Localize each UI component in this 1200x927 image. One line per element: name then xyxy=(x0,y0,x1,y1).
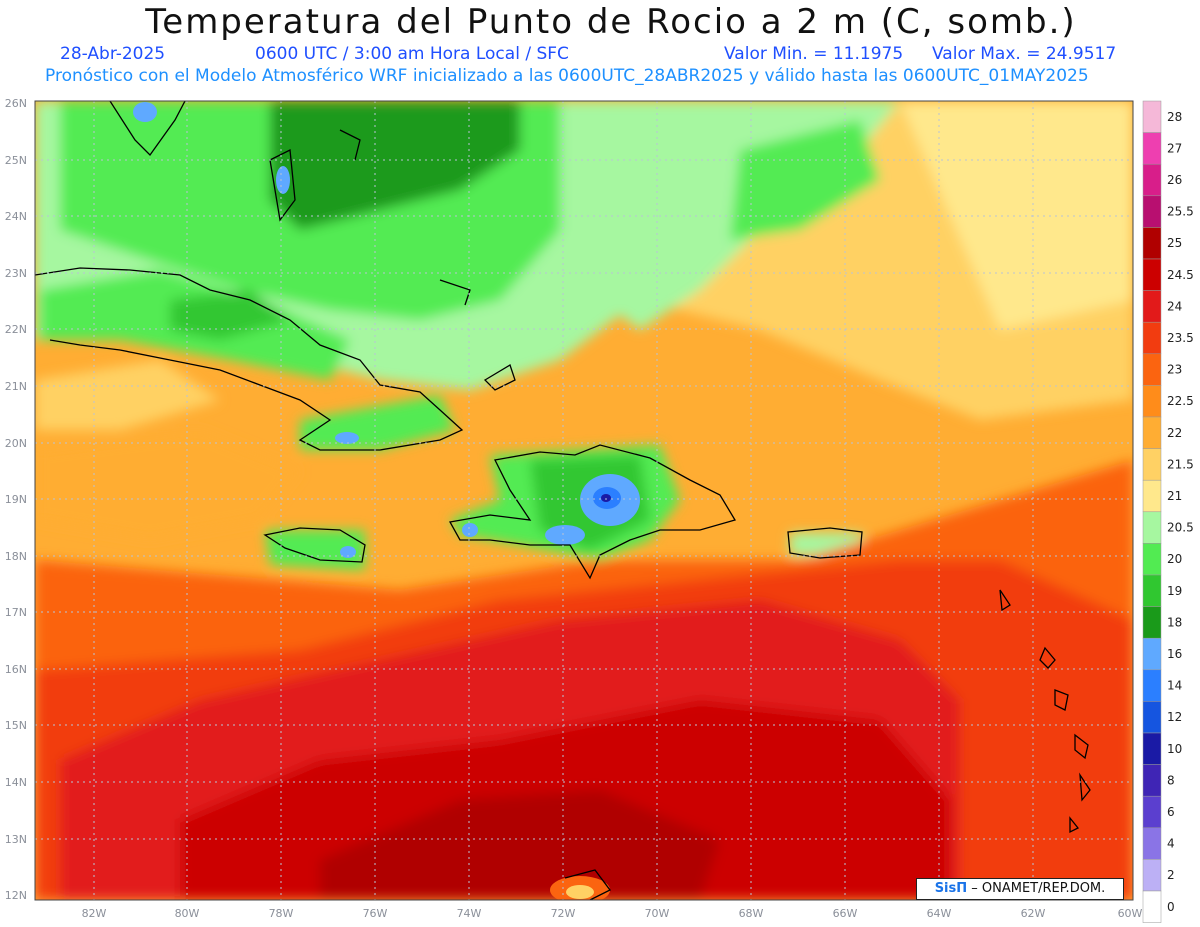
lat-label: 17N xyxy=(5,606,27,619)
colorbar-swatch xyxy=(1142,290,1162,323)
credit-box: SisΠ – ONAMET/REP.DOM. xyxy=(916,878,1124,900)
colorbar-label: 22.5 xyxy=(1167,394,1194,408)
colorbar-label: 22 xyxy=(1167,426,1182,440)
colorbar-swatch xyxy=(1142,385,1162,418)
colorbar-swatch xyxy=(1142,606,1162,639)
lon-label: 80W xyxy=(175,907,200,920)
colorbar-swatch xyxy=(1142,701,1162,734)
lon-label: 66W xyxy=(833,907,858,920)
latitude-labels: 26N 25N 24N 23N 22N 21N 20N 19N 18N 17N … xyxy=(5,97,27,902)
lat-label: 13N xyxy=(5,833,27,846)
colorbar-label: 14 xyxy=(1167,679,1182,693)
colorbar-swatch xyxy=(1142,574,1162,607)
lon-label: 82W xyxy=(82,907,107,920)
lon-label: 60W xyxy=(1118,907,1143,920)
colorbar: 28272625.52524.52423.52322.52221.52120.5… xyxy=(1142,100,1194,923)
colorbar-swatch xyxy=(1142,543,1162,576)
lat-label: 16N xyxy=(5,663,27,676)
colorbar-label: 27 xyxy=(1167,141,1182,155)
colorbar-label: 12 xyxy=(1167,710,1182,724)
forecast-time: 0600 UTC / 3:00 am Hora Local / SFC xyxy=(255,44,569,64)
forecast-description: Pronóstico con el Modelo Atmosférico WRF… xyxy=(45,66,1089,86)
lon-label: 72W xyxy=(551,907,576,920)
colorbar-swatch xyxy=(1142,764,1162,797)
lat-label: 18N xyxy=(5,550,27,563)
lat-label: 22N xyxy=(5,323,27,336)
colorbar-label: 23 xyxy=(1167,363,1182,377)
lat-label: 26N xyxy=(5,97,27,110)
colorbar-label: 25 xyxy=(1167,236,1182,250)
colorbar-label: 2 xyxy=(1167,868,1175,882)
colorbar-swatch xyxy=(1142,258,1162,291)
colorbar-swatch xyxy=(1142,163,1162,197)
colorbar-label: 20.5 xyxy=(1167,521,1194,535)
colorbar-label: 26 xyxy=(1167,173,1182,187)
colorbar-swatch xyxy=(1142,353,1162,386)
lon-label: 64W xyxy=(927,907,952,920)
colorbar-label: 25.5 xyxy=(1167,205,1194,219)
colorbar-label: 10 xyxy=(1167,742,1182,756)
colorbar-swatch xyxy=(1142,890,1162,923)
colorbar-swatch xyxy=(1142,321,1162,355)
longitude-labels: 82W 80W 78W 76W 74W 72W 70W 68W 66W 64W … xyxy=(82,907,1143,920)
colorbar-swatch xyxy=(1142,669,1162,702)
colorbar-label: 6 xyxy=(1167,805,1175,819)
lat-label: 24N xyxy=(5,210,27,223)
colorbar-swatch xyxy=(1142,827,1162,860)
lon-label: 70W xyxy=(645,907,670,920)
colorbar-swatch xyxy=(1142,637,1162,671)
lat-label: 12N xyxy=(5,889,27,902)
colorbar-swatch xyxy=(1142,195,1162,228)
lat-label: 21N xyxy=(5,380,27,393)
max-value: Valor Max. = 24.9517 xyxy=(932,44,1117,64)
colorbar-swatch xyxy=(1142,132,1162,165)
lon-label: 62W xyxy=(1021,907,1046,920)
colorbar-swatch xyxy=(1142,227,1162,260)
colorbar-label: 4 xyxy=(1167,837,1175,851)
colorbar-swatch xyxy=(1142,732,1162,765)
colorbar-label: 21 xyxy=(1167,489,1182,503)
colorbar-swatch xyxy=(1142,416,1162,449)
colorbar-swatch xyxy=(1142,448,1162,481)
colorbar-swatch xyxy=(1142,511,1162,544)
lat-label: 19N xyxy=(5,493,27,506)
colorbar-label: 8 xyxy=(1167,773,1175,787)
colorbar-label: 24.5 xyxy=(1167,268,1194,282)
lon-label: 76W xyxy=(363,907,388,920)
colorbar-label: 21.5 xyxy=(1167,457,1194,471)
lat-label: 14N xyxy=(5,776,27,789)
forecast-date: 28-Abr-2025 xyxy=(60,44,166,64)
colorbar-swatch xyxy=(1142,479,1162,513)
colorbar-label: 23.5 xyxy=(1167,331,1194,345)
colorbar-label: 16 xyxy=(1167,647,1182,661)
colorbar-swatch xyxy=(1142,859,1162,892)
lat-label: 25N xyxy=(5,154,27,167)
lon-label: 78W xyxy=(269,907,294,920)
colorbar-label: 28 xyxy=(1167,110,1182,124)
colorbar-label: 20 xyxy=(1167,552,1182,566)
lat-label: 20N xyxy=(5,437,27,450)
colorbar-label: 0 xyxy=(1167,900,1175,914)
colorbar-swatch xyxy=(1142,795,1162,829)
lon-label: 74W xyxy=(457,907,482,920)
dewpoint-field xyxy=(35,101,1133,900)
colorbar-label: 24 xyxy=(1167,299,1182,313)
map-title: Temperatura del Punto de Rocio a 2 m (C,… xyxy=(145,2,1077,42)
credit-text: – ONAMET/REP.DOM. xyxy=(971,881,1106,896)
min-value: Valor Min. = 11.1975 xyxy=(724,44,904,64)
lat-label: 15N xyxy=(5,719,27,732)
lon-label: 68W xyxy=(739,907,764,920)
brand-logo: SisΠ xyxy=(934,881,968,896)
lat-label: 23N xyxy=(5,267,27,280)
colorbar-label: 19 xyxy=(1167,584,1182,598)
colorbar-swatch xyxy=(1142,100,1162,133)
coastlines xyxy=(35,101,1091,900)
graticule xyxy=(35,101,1133,900)
colorbar-label: 18 xyxy=(1167,615,1182,629)
